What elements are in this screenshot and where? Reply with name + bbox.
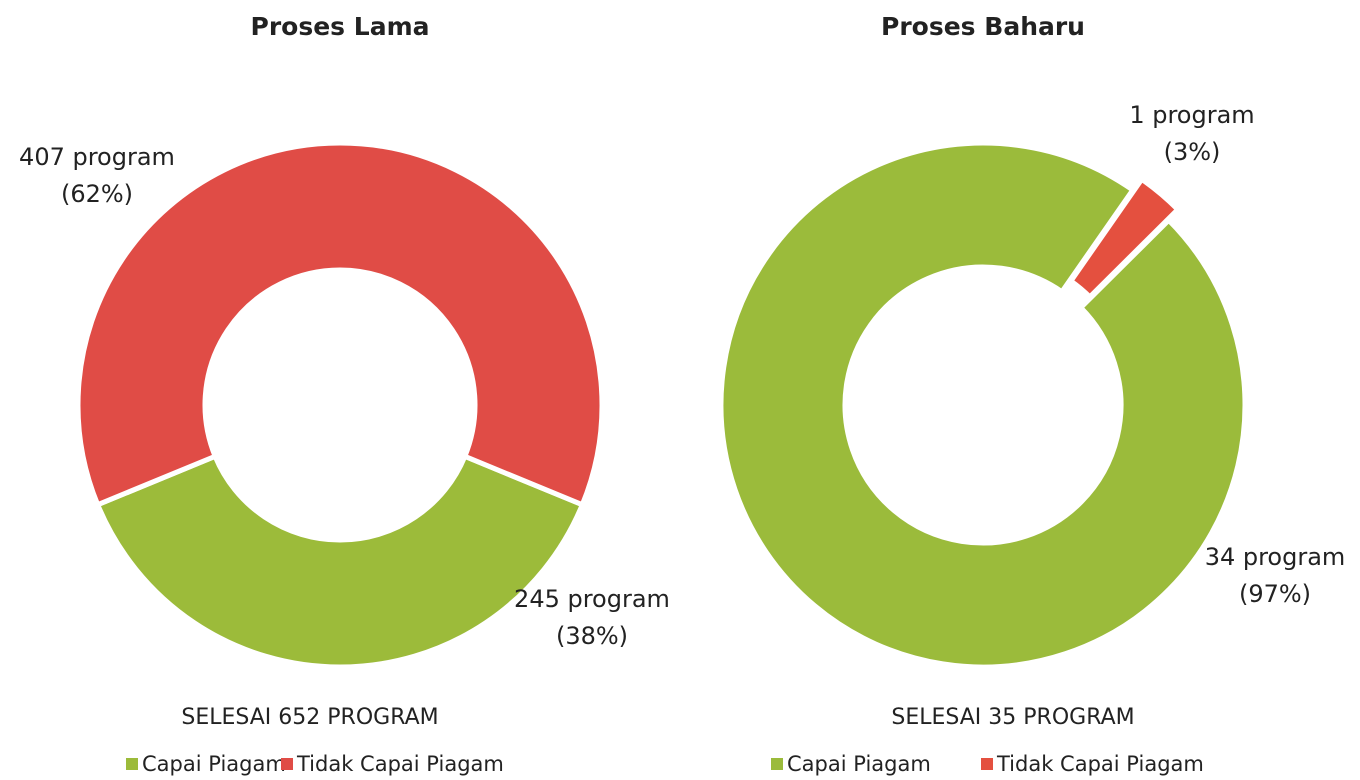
legend-swatch xyxy=(981,758,993,770)
legend-label: Capai Piagam xyxy=(787,752,931,776)
legend-swatch xyxy=(771,758,783,770)
donut-segment xyxy=(95,453,585,670)
value-label: 1 program xyxy=(1129,101,1254,129)
value-label: 245 program xyxy=(514,585,670,613)
chart-title: Proses Lama xyxy=(251,12,430,41)
chart-title: Proses Baharu xyxy=(881,12,1085,41)
subtitle: SELESAI 35 PROGRAM xyxy=(891,705,1134,730)
donut-segment xyxy=(718,140,1248,670)
percent-label: (97%) xyxy=(1239,580,1311,608)
subtitle: SELESAI 652 PROGRAM xyxy=(181,705,438,730)
legend-label: Tidak Capai Piagam xyxy=(296,752,504,776)
donut-segment xyxy=(1068,176,1181,300)
legend-swatch xyxy=(126,758,138,770)
value-label: 407 program xyxy=(19,143,175,171)
value-label: 34 program xyxy=(1205,543,1346,571)
legend-label: Capai Piagam xyxy=(142,752,286,776)
percent-label: (38%) xyxy=(556,622,628,650)
legend-label: Tidak Capai Piagam xyxy=(996,752,1204,776)
percent-label: (3%) xyxy=(1164,138,1221,166)
donut-segment xyxy=(75,140,605,508)
legend-swatch xyxy=(281,758,293,770)
percent-label: (62%) xyxy=(61,180,133,208)
